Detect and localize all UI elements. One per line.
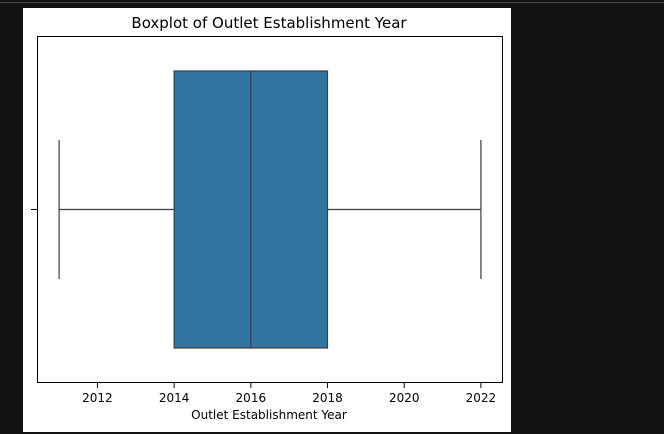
top-divider	[0, 2, 664, 3]
x-tick-label: 2014	[159, 391, 190, 405]
x-tick-label: 2012	[82, 391, 113, 405]
x-tick-label: 2020	[389, 391, 420, 405]
x-tick-label: 2018	[312, 391, 343, 405]
boxplot-chart: Boxplot of Outlet Establishment Year 201…	[31, 14, 503, 422]
boxplot-marks	[58, 70, 482, 349]
x-axis-label: Outlet Establishment Year	[191, 408, 347, 422]
chart-title: Boxplot of Outlet Establishment Year	[131, 14, 407, 32]
plot-area-frame	[37, 36, 503, 383]
chart-figure: Boxplot of Outlet Establishment Year 201…	[23, 8, 511, 432]
x-tick-label: 2022	[466, 391, 497, 405]
x-tick-label: 2016	[236, 391, 267, 405]
x-axis-ticks: 2012 2014 2016 2018 2020 2022	[82, 383, 496, 405]
